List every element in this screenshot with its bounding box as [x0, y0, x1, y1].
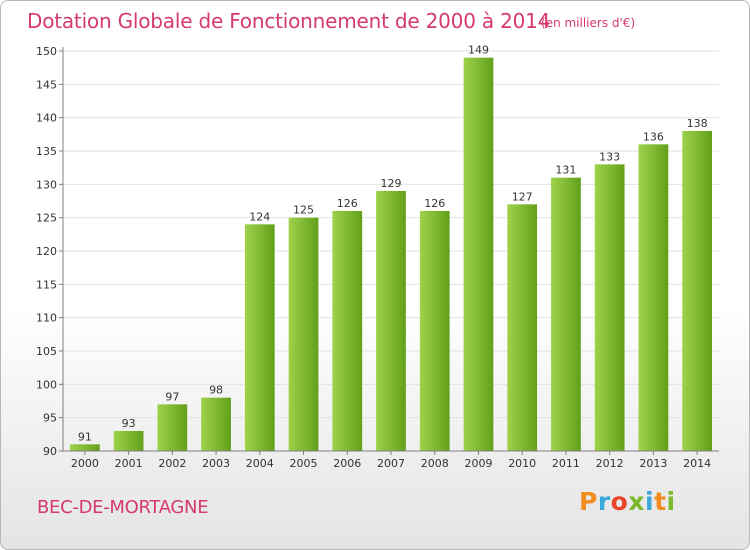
data-label: 91 — [78, 430, 92, 443]
data-label: 125 — [293, 204, 314, 217]
logo-letter: t — [654, 487, 667, 516]
x-tick-label: 2006 — [333, 457, 361, 470]
data-label: 93 — [122, 417, 136, 430]
proxiti-logo[interactable]: Proxiti — [579, 487, 676, 516]
x-tick-label: 2002 — [158, 457, 186, 470]
data-label: 131 — [555, 164, 576, 177]
chart-subtitle: (en milliers d'€) — [541, 16, 636, 30]
bar-2007[interactable] — [376, 191, 406, 451]
data-label: 124 — [249, 210, 270, 223]
bar-2011[interactable] — [551, 177, 581, 451]
bar-2006[interactable] — [332, 211, 363, 451]
bar-2008[interactable] — [419, 211, 450, 451]
data-label: 98 — [209, 384, 223, 397]
x-tick-label: 2012 — [596, 457, 624, 470]
x-tick-label: 2008 — [421, 457, 449, 470]
x-tick-label: 2004 — [246, 457, 274, 470]
logo-letter: x — [628, 487, 645, 516]
x-tick-label: 2013 — [639, 457, 667, 470]
data-label: 127 — [512, 190, 533, 203]
x-tick-label: 2009 — [464, 457, 492, 470]
bar-2000[interactable] — [69, 444, 100, 451]
data-label: 133 — [599, 150, 620, 163]
y-tick-label: 150 — [36, 45, 57, 58]
data-label: 129 — [381, 177, 402, 190]
bar-2012[interactable] — [594, 164, 625, 452]
bar-2010[interactable] — [507, 204, 538, 451]
data-label: 126 — [337, 197, 358, 210]
y-tick-label: 95 — [43, 412, 57, 425]
logo-letter: i — [666, 487, 676, 516]
chart-title: Dotation Globale de Fonctionnement de 20… — [27, 9, 551, 33]
y-tick-label: 120 — [36, 245, 57, 258]
bar-2009[interactable] — [463, 57, 494, 452]
x-tick-label: 2011 — [552, 457, 580, 470]
logo-letter: r — [597, 487, 611, 516]
data-label: 97 — [165, 390, 179, 403]
x-tick-label: 2007 — [377, 457, 405, 470]
y-tick-label: 145 — [36, 78, 57, 91]
bar-2013[interactable] — [638, 144, 669, 452]
logo-letter: i — [645, 487, 655, 516]
x-tick-label: 2005 — [290, 457, 318, 470]
logo-letter: o — [610, 487, 629, 516]
logo-letter: P — [579, 487, 598, 516]
y-tick-label: 130 — [36, 178, 57, 191]
bar-2003[interactable] — [201, 397, 231, 451]
y-tick-label: 115 — [36, 278, 57, 291]
y-tick-label: 90 — [43, 445, 57, 458]
bar-2002[interactable] — [157, 404, 188, 451]
data-label: 136 — [643, 130, 664, 143]
y-tick-label: 135 — [36, 145, 57, 158]
y-tick-label: 100 — [36, 378, 57, 391]
x-tick-label: 2014 — [683, 457, 711, 470]
y-tick-label: 140 — [36, 112, 57, 125]
x-tick-label: 2000 — [71, 457, 99, 470]
bar-2005[interactable] — [288, 217, 319, 451]
y-tick-label: 105 — [36, 345, 57, 358]
y-tick-label: 125 — [36, 212, 57, 225]
data-label: 149 — [468, 44, 489, 57]
x-tick-label: 2003 — [202, 457, 230, 470]
data-label: 126 — [424, 197, 445, 210]
data-label: 138 — [687, 117, 708, 130]
y-tick-label: 110 — [36, 312, 57, 325]
bar-2014[interactable] — [682, 131, 713, 451]
x-tick-label: 2010 — [508, 457, 536, 470]
x-tick-label: 2001 — [115, 457, 143, 470]
bar-2004[interactable] — [244, 224, 275, 451]
commune-name: BEC-DE-MORTAGNE — [37, 497, 209, 518]
bar-2001[interactable] — [113, 431, 144, 451]
